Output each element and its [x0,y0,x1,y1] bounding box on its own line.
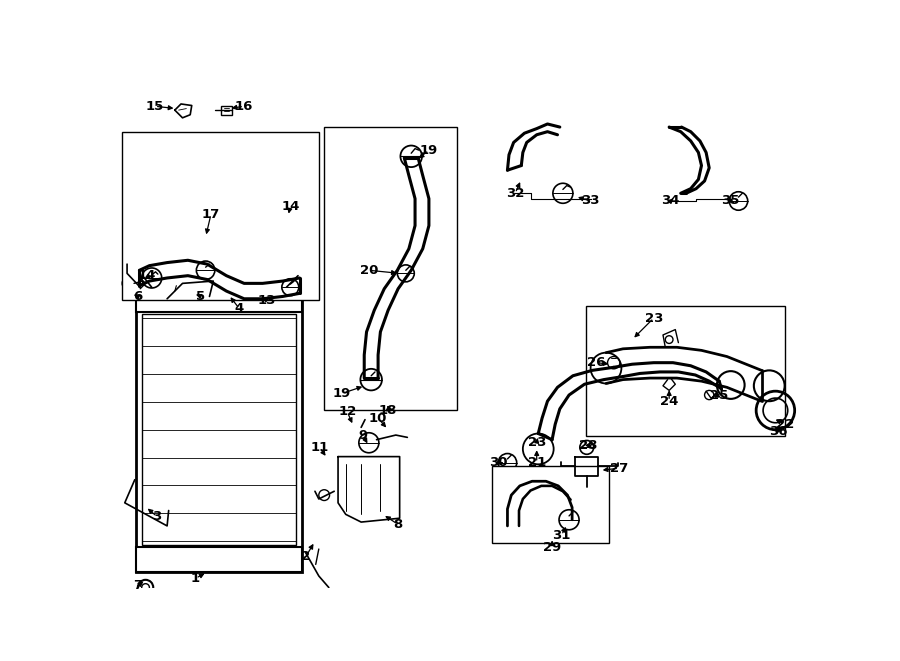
Text: 21: 21 [527,456,545,469]
Text: 23: 23 [644,311,663,325]
Text: 9: 9 [358,428,367,442]
Text: 20: 20 [360,264,378,277]
Text: 34: 34 [662,194,680,208]
Bar [122,132,319,299]
Text: 33: 33 [581,194,600,208]
Text: 18: 18 [379,404,397,417]
Text: 15: 15 [146,100,164,113]
Bar [324,127,456,410]
Bar [586,307,785,436]
Text: 6: 6 [133,290,142,303]
Text: 17: 17 [202,208,220,221]
Text: 2: 2 [302,550,310,563]
Text: 27: 27 [610,461,628,475]
Text: 14: 14 [281,200,300,213]
Text: 13: 13 [258,293,276,307]
Bar [136,288,302,312]
Text: 1: 1 [191,572,200,585]
Text: 4: 4 [235,302,244,315]
Text: 30: 30 [489,456,508,469]
Bar [136,288,302,572]
Text: 28: 28 [579,438,598,451]
Text: 25: 25 [710,389,728,401]
Text: 10: 10 [369,412,387,424]
Bar [492,466,609,543]
Bar [221,106,232,115]
Bar [142,314,296,545]
Text: 19: 19 [333,387,351,400]
Text: 5: 5 [196,290,205,303]
Text: 3: 3 [152,510,162,523]
Text: 31: 31 [553,529,571,541]
Text: 14: 14 [138,269,157,282]
Text: 36: 36 [770,426,788,438]
Text: 7: 7 [133,580,142,592]
Text: 22: 22 [776,418,794,431]
Text: 11: 11 [310,441,328,454]
Text: 24: 24 [660,395,679,408]
Text: 12: 12 [338,405,356,418]
Text: 16: 16 [235,100,253,113]
Text: 8: 8 [393,518,402,531]
Text: 35: 35 [722,194,740,208]
Text: 32: 32 [506,187,525,200]
Text: 26: 26 [587,356,605,369]
Text: 29: 29 [543,541,562,554]
Text: 23: 23 [527,436,546,449]
Text: 19: 19 [419,143,438,157]
Bar [136,547,302,572]
